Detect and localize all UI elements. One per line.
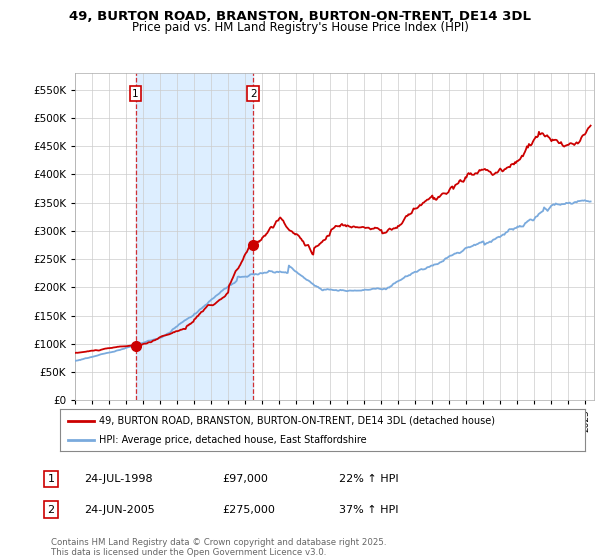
Text: 24-JUN-2005: 24-JUN-2005	[84, 505, 155, 515]
Text: HPI: Average price, detached house, East Staffordshire: HPI: Average price, detached house, East…	[100, 435, 367, 445]
Bar	[136, 73, 253, 400]
Text: Contains HM Land Registry data © Crown copyright and database right 2025.
This d: Contains HM Land Registry data © Crown c…	[51, 538, 386, 557]
Text: 2: 2	[47, 505, 55, 515]
Text: 49, BURTON ROAD, BRANSTON, BURTON-ON-TRENT, DE14 3DL: 49, BURTON ROAD, BRANSTON, BURTON-ON-TRE…	[69, 10, 531, 23]
Text: £97,000: £97,000	[222, 474, 268, 484]
Text: 24-JUL-1998: 24-JUL-1998	[84, 474, 152, 484]
Text: 1: 1	[132, 88, 139, 99]
Text: 49, BURTON ROAD, BRANSTON, BURTON-ON-TRENT, DE14 3DL (detached house): 49, BURTON ROAD, BRANSTON, BURTON-ON-TRE…	[100, 416, 496, 426]
Text: Price paid vs. HM Land Registry's House Price Index (HPI): Price paid vs. HM Land Registry's House …	[131, 21, 469, 34]
Text: £275,000: £275,000	[222, 505, 275, 515]
Text: 1: 1	[47, 474, 55, 484]
Text: 37% ↑ HPI: 37% ↑ HPI	[339, 505, 398, 515]
Text: 22% ↑ HPI: 22% ↑ HPI	[339, 474, 398, 484]
Text: 2: 2	[250, 88, 257, 99]
